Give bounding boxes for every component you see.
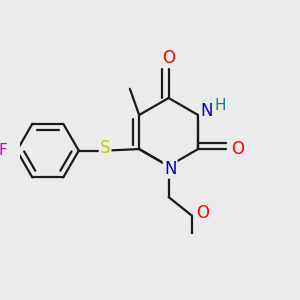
Text: S: S	[100, 139, 110, 157]
Text: H: H	[214, 98, 226, 113]
Text: O: O	[196, 203, 209, 221]
Text: N: N	[164, 160, 176, 178]
Text: O: O	[162, 49, 175, 67]
Text: F: F	[0, 143, 7, 158]
Text: N: N	[200, 102, 213, 120]
Text: O: O	[231, 140, 244, 158]
